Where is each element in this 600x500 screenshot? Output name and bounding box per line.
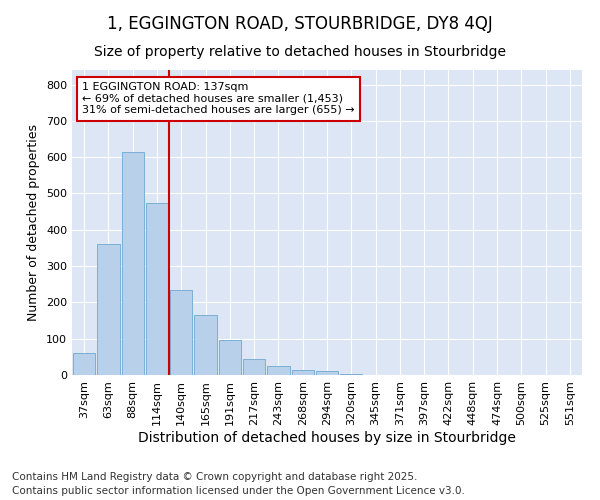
Y-axis label: Number of detached properties: Number of detached properties: [28, 124, 40, 321]
Bar: [170, 290, 193, 375]
Bar: [218, 340, 241, 375]
X-axis label: Distribution of detached houses by size in Stourbridge: Distribution of detached houses by size …: [138, 430, 516, 444]
Bar: [73, 353, 95, 375]
Bar: [340, 374, 362, 375]
Bar: [122, 152, 144, 375]
Bar: [243, 358, 265, 375]
Bar: [292, 370, 314, 375]
Bar: [316, 372, 338, 375]
Text: Contains HM Land Registry data © Crown copyright and database right 2025.: Contains HM Land Registry data © Crown c…: [12, 472, 418, 482]
Bar: [97, 244, 119, 375]
Bar: [194, 315, 217, 375]
Text: Size of property relative to detached houses in Stourbridge: Size of property relative to detached ho…: [94, 45, 506, 59]
Text: 1, EGGINGTON ROAD, STOURBRIDGE, DY8 4QJ: 1, EGGINGTON ROAD, STOURBRIDGE, DY8 4QJ: [107, 15, 493, 33]
Text: 1 EGGINGTON ROAD: 137sqm
← 69% of detached houses are smaller (1,453)
31% of sem: 1 EGGINGTON ROAD: 137sqm ← 69% of detach…: [82, 82, 355, 116]
Bar: [146, 202, 168, 375]
Bar: [267, 366, 290, 375]
Text: Contains public sector information licensed under the Open Government Licence v3: Contains public sector information licen…: [12, 486, 465, 496]
